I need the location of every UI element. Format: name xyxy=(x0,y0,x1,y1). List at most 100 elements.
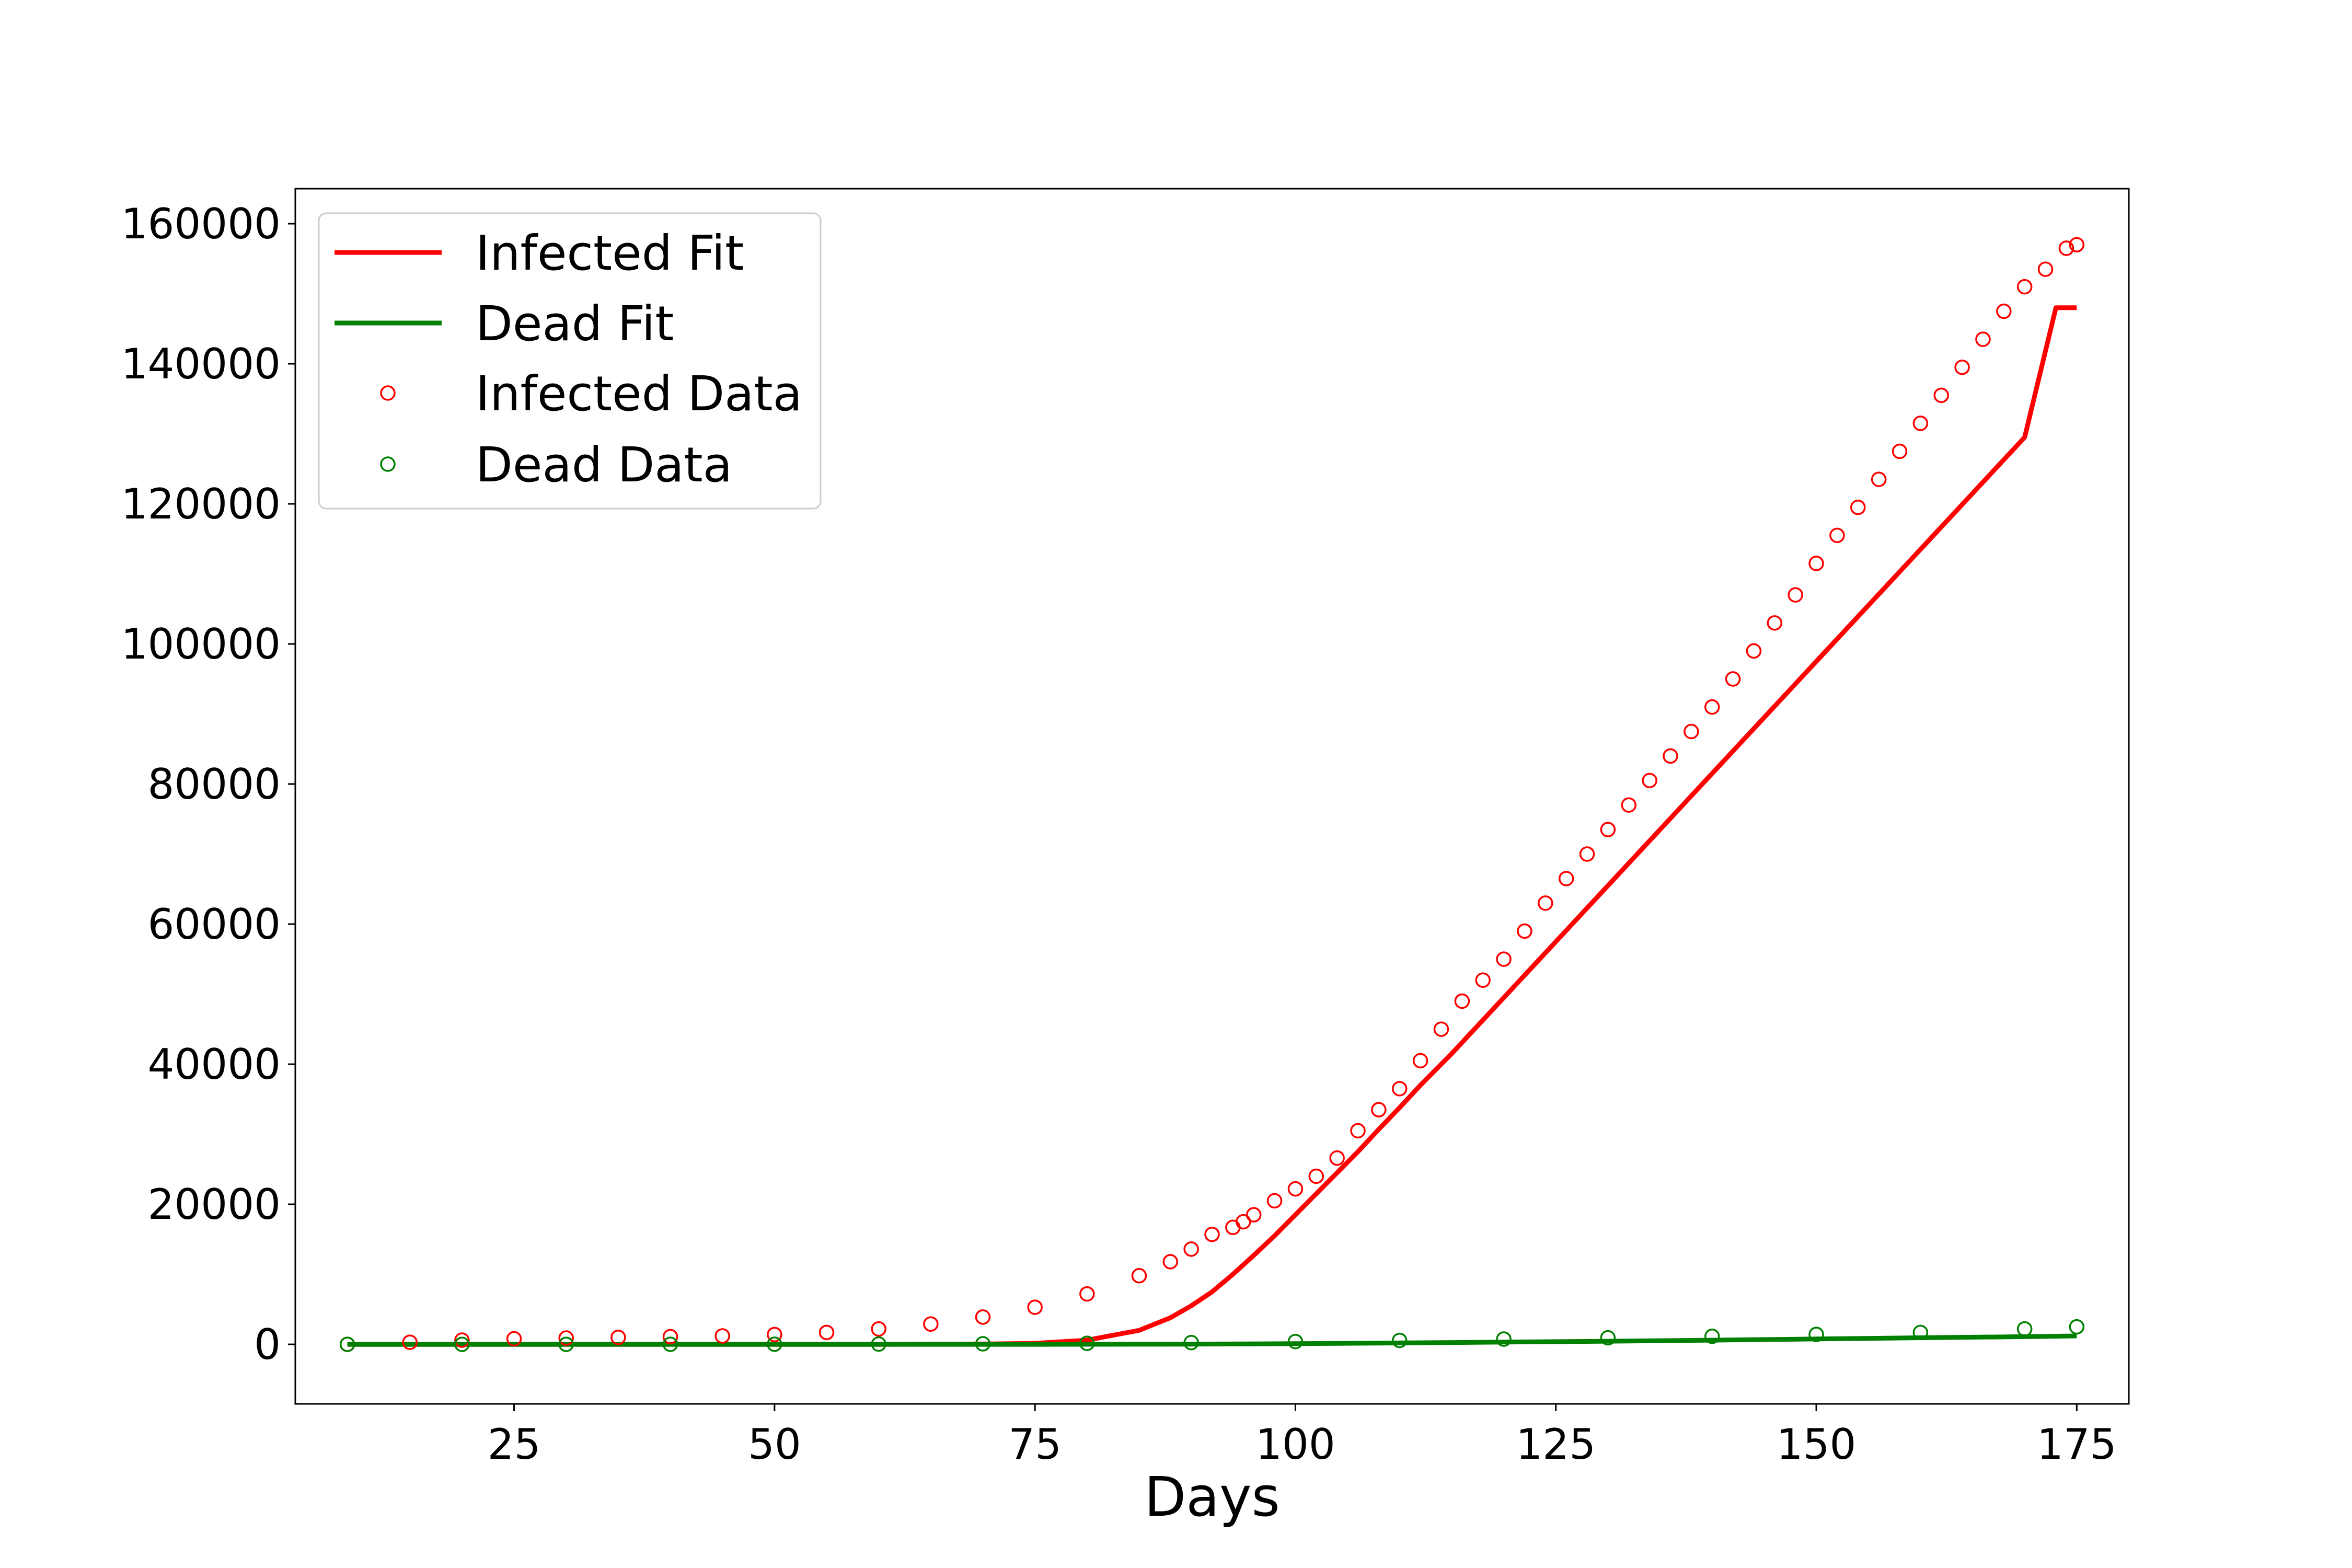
dead-data-point xyxy=(339,1336,355,1352)
infected-data-point xyxy=(1079,1286,1095,1302)
legend-box xyxy=(318,212,822,510)
infected-data-point xyxy=(1912,416,1929,431)
infected-data-point xyxy=(1517,923,1532,939)
infected-data-point xyxy=(2058,240,2074,256)
infected-data-point xyxy=(610,1329,626,1345)
legend-label-dead-data: Dead Data xyxy=(476,437,732,493)
infected-data-point xyxy=(2016,279,2033,295)
infected-fit-line xyxy=(347,305,2077,1347)
plot-area xyxy=(339,237,2085,1352)
y-tick-label: 100000 xyxy=(121,620,281,668)
infected-data-point xyxy=(1954,359,1970,375)
dead-data-point xyxy=(1496,1331,1512,1347)
infected-data-point xyxy=(1496,951,1512,967)
infected-data-point xyxy=(1579,846,1595,862)
infected-data-point xyxy=(1475,972,1491,988)
y-tick-label: 160000 xyxy=(121,200,281,248)
infected-data-point xyxy=(1850,499,1866,515)
dead-data-point xyxy=(1287,1333,1304,1350)
infected-data-point xyxy=(1767,615,1783,631)
infected-data-point xyxy=(1350,1123,1366,1139)
infected-data-point xyxy=(871,1321,886,1337)
legend-swatch-dead-data xyxy=(380,456,396,472)
infected-data-point xyxy=(402,1334,418,1350)
dead-data-point xyxy=(454,1336,470,1352)
infected-data-point xyxy=(1642,773,1657,789)
dead-data-point xyxy=(662,1336,678,1352)
infected-data-point xyxy=(1371,1102,1387,1117)
infected-data-point xyxy=(1996,303,2012,319)
dead-data-point xyxy=(975,1336,991,1352)
dead-data-point xyxy=(871,1336,886,1352)
infected-data-point xyxy=(975,1309,991,1325)
dead-data-point xyxy=(1392,1332,1408,1348)
x-tick-label: 25 xyxy=(488,1420,541,1469)
infected-data-point xyxy=(506,1331,522,1347)
dead-fit-line xyxy=(347,1333,2077,1347)
infected-data-point xyxy=(1329,1150,1345,1166)
x-tick-label: 150 xyxy=(1777,1420,1857,1469)
dead-data-point xyxy=(2016,1321,2033,1337)
infected-data-point xyxy=(1287,1181,1304,1197)
infected-data-point xyxy=(1131,1268,1147,1284)
dead-data-point xyxy=(1079,1335,1095,1351)
dead-data-point xyxy=(1704,1328,1720,1344)
dead-data-point xyxy=(2069,1319,2085,1335)
infected-data-point xyxy=(1933,387,1949,403)
y-axis: 0 20000 40000 60000 80000 100000 120000 140000 1… xyxy=(121,200,295,1369)
infected-data-point xyxy=(1663,748,1678,764)
dead-data-point xyxy=(1183,1334,1199,1351)
x-tick-label: 175 xyxy=(2037,1420,2117,1469)
legend-label-infected-fit: Infected Fit xyxy=(476,225,744,281)
y-tick-label: 140000 xyxy=(121,340,281,388)
dead-data-point xyxy=(767,1336,782,1352)
infected-data-point xyxy=(1246,1207,1262,1223)
infected-data-point xyxy=(1975,331,1991,347)
infected-data-point xyxy=(1183,1241,1199,1257)
infected-data-point xyxy=(1266,1193,1283,1209)
y-tick-label: 60000 xyxy=(148,900,281,949)
dead-data-point xyxy=(1912,1324,1929,1341)
y-tick-label: 120000 xyxy=(121,480,281,528)
infected-data-point xyxy=(1236,1214,1251,1230)
infected-data-point xyxy=(767,1327,782,1343)
infected-data-point xyxy=(1538,895,1553,911)
infected-data-point xyxy=(558,1330,574,1346)
legend: Infected Fit Dead Fit Infected Data Dead Da… xyxy=(318,212,822,510)
infected-data-point xyxy=(1308,1168,1324,1184)
legend-label-infected-data: Infected Data xyxy=(476,366,802,422)
infected-data-point xyxy=(1027,1299,1043,1315)
y-tick-label: 20000 xyxy=(148,1180,281,1229)
infected-data-point xyxy=(1684,723,1699,740)
infected-data-point xyxy=(1704,699,1720,715)
infected-data-point xyxy=(1892,443,1908,459)
y-tick-label: 40000 xyxy=(148,1040,281,1089)
dead-data-point xyxy=(558,1336,574,1352)
infected-data-point xyxy=(714,1328,730,1344)
infected-data-point xyxy=(818,1324,835,1341)
infected-data-point xyxy=(1454,993,1470,1009)
legend-swatch-infected-data xyxy=(380,385,396,401)
x-tick-label: 75 xyxy=(1008,1420,1062,1469)
infected-data-point xyxy=(923,1316,939,1332)
infected-data-point xyxy=(1162,1254,1179,1270)
infected-data-point xyxy=(1204,1226,1220,1242)
y-tick-label: 0 xyxy=(254,1320,281,1369)
infected-data-point xyxy=(1433,1021,1449,1037)
infected-data-point xyxy=(1558,871,1574,886)
legend-label-dead-fit: Dead Fit xyxy=(476,296,674,352)
legend-items: Infected Fit Dead Fit Infected Data Dead Da… xyxy=(335,225,802,493)
infected-data-point xyxy=(1829,527,1845,544)
x-tick-label: 125 xyxy=(1516,1420,1596,1469)
infected-data-point xyxy=(1725,671,1741,687)
infected-data-point xyxy=(1746,643,1762,659)
x-tick-label: 50 xyxy=(748,1420,801,1469)
dead-data-point xyxy=(1600,1330,1616,1346)
infected-data-point xyxy=(662,1329,678,1345)
y-tick-label: 80000 xyxy=(148,760,281,809)
infected-data-point xyxy=(1412,1053,1428,1069)
x-axis: 25 50 75 100 125 150 175 xyxy=(488,1404,2117,1469)
infected-data-point xyxy=(1871,471,1887,487)
x-axis-title: Days xyxy=(1144,1465,1280,1529)
